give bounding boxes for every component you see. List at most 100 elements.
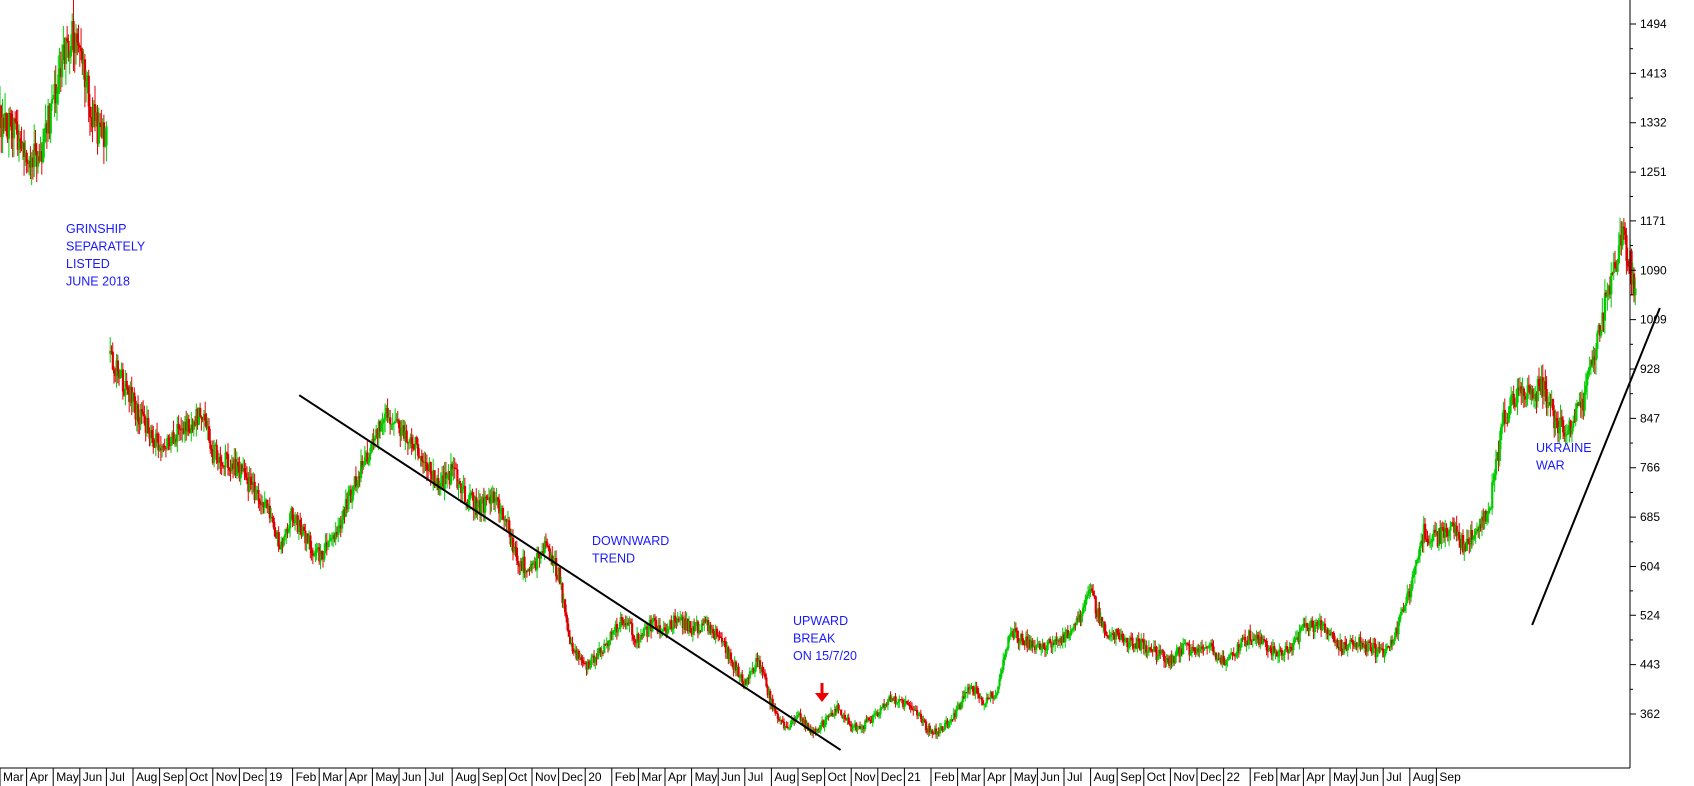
candle-up — [362, 465, 365, 467]
candle-up — [1073, 623, 1076, 629]
candle-down — [177, 423, 180, 429]
candle-up — [392, 423, 396, 425]
x-tick-label: 20 — [588, 770, 602, 784]
candle-down — [1630, 250, 1633, 285]
candle-down — [912, 709, 915, 711]
candle-up — [44, 123, 47, 130]
candle-up — [495, 497, 498, 502]
candle-down — [422, 460, 425, 463]
candle-down — [1562, 419, 1565, 433]
candle-up — [1278, 649, 1281, 657]
candle-down — [142, 411, 145, 415]
candle-down — [398, 420, 401, 429]
candle-up — [1160, 650, 1163, 654]
candle-up — [854, 723, 857, 727]
candle-down — [607, 642, 610, 646]
x-tick-label: Jul — [748, 770, 763, 784]
candle-up — [42, 142, 45, 162]
candle-up — [380, 423, 383, 432]
candle-up — [614, 623, 617, 631]
candle-up — [570, 642, 573, 645]
candle-down — [601, 652, 605, 654]
candle-up — [149, 430, 152, 439]
candle-up — [1325, 629, 1328, 633]
candle-up — [50, 99, 54, 104]
candle-up — [1536, 378, 1539, 402]
candle-up — [1274, 651, 1277, 653]
candle-down — [1459, 539, 1462, 548]
candle-down — [1524, 395, 1527, 400]
candle-down — [246, 477, 249, 481]
x-tick-label: May — [695, 770, 718, 784]
candle-up — [1440, 527, 1443, 544]
candle-down — [665, 629, 668, 635]
candle-up — [1505, 422, 1508, 424]
candle-down — [514, 547, 517, 549]
candle-up — [636, 633, 639, 644]
candle-down — [138, 421, 141, 425]
candle-down — [1066, 630, 1069, 639]
candle-down — [894, 696, 897, 704]
candle-up — [1182, 644, 1185, 655]
candle-up — [1158, 649, 1161, 657]
candle-up — [1578, 401, 1581, 406]
candle-down — [1016, 630, 1019, 639]
candle-up — [64, 38, 68, 64]
candle-up — [989, 692, 992, 700]
candle-down — [765, 677, 768, 687]
candle-down — [72, 21, 75, 50]
candle-down — [130, 386, 133, 403]
candle-down — [615, 623, 619, 633]
candle-up — [1298, 630, 1301, 642]
candle-down — [1060, 637, 1063, 643]
candle-up — [1087, 594, 1090, 596]
candle-down — [1426, 539, 1429, 543]
candle-down — [249, 476, 252, 484]
candle-up — [857, 726, 860, 728]
candle-up — [1363, 644, 1366, 647]
candle-down — [168, 438, 171, 446]
candle-up — [338, 525, 341, 527]
candle-up — [1123, 640, 1126, 642]
candle-up — [494, 501, 497, 503]
candle-up — [301, 527, 304, 536]
candle-up — [1501, 424, 1504, 428]
candle-up — [1189, 653, 1192, 656]
candle-down — [211, 449, 214, 463]
candle-down — [1464, 544, 1467, 551]
candle-down — [1539, 386, 1542, 392]
candle-up — [1003, 657, 1006, 660]
candle-down — [366, 452, 369, 463]
candle-up — [341, 519, 344, 529]
candle-down — [1275, 651, 1278, 657]
candle-down — [1316, 622, 1319, 627]
downward-trendline — [298, 394, 842, 751]
candle-up — [999, 673, 1002, 680]
candle-up — [1420, 540, 1423, 546]
candle-up — [557, 567, 560, 580]
candle-down — [547, 546, 550, 549]
candle-up — [591, 655, 594, 658]
candle-down — [1577, 403, 1580, 406]
candle-down — [1279, 649, 1282, 651]
candle-up — [1165, 658, 1168, 663]
candle-down — [867, 717, 871, 720]
candle-down — [88, 106, 92, 118]
candle-down — [403, 425, 406, 439]
candle-down — [240, 464, 244, 472]
candle-down — [116, 360, 119, 372]
x-tick-label: Nov — [1173, 770, 1194, 784]
candle-down — [859, 726, 862, 730]
candle-down — [1382, 648, 1385, 658]
candle-down — [1094, 596, 1097, 614]
candle-down — [1608, 285, 1612, 295]
candle-up — [1283, 650, 1286, 656]
candle-down — [1627, 266, 1631, 268]
candle-down — [778, 718, 781, 721]
candle-down — [66, 38, 69, 41]
candle-up — [543, 541, 546, 553]
candle-down — [538, 553, 541, 559]
candle-up — [1610, 272, 1613, 295]
candle-up — [1478, 524, 1481, 531]
candle-down — [785, 725, 788, 728]
